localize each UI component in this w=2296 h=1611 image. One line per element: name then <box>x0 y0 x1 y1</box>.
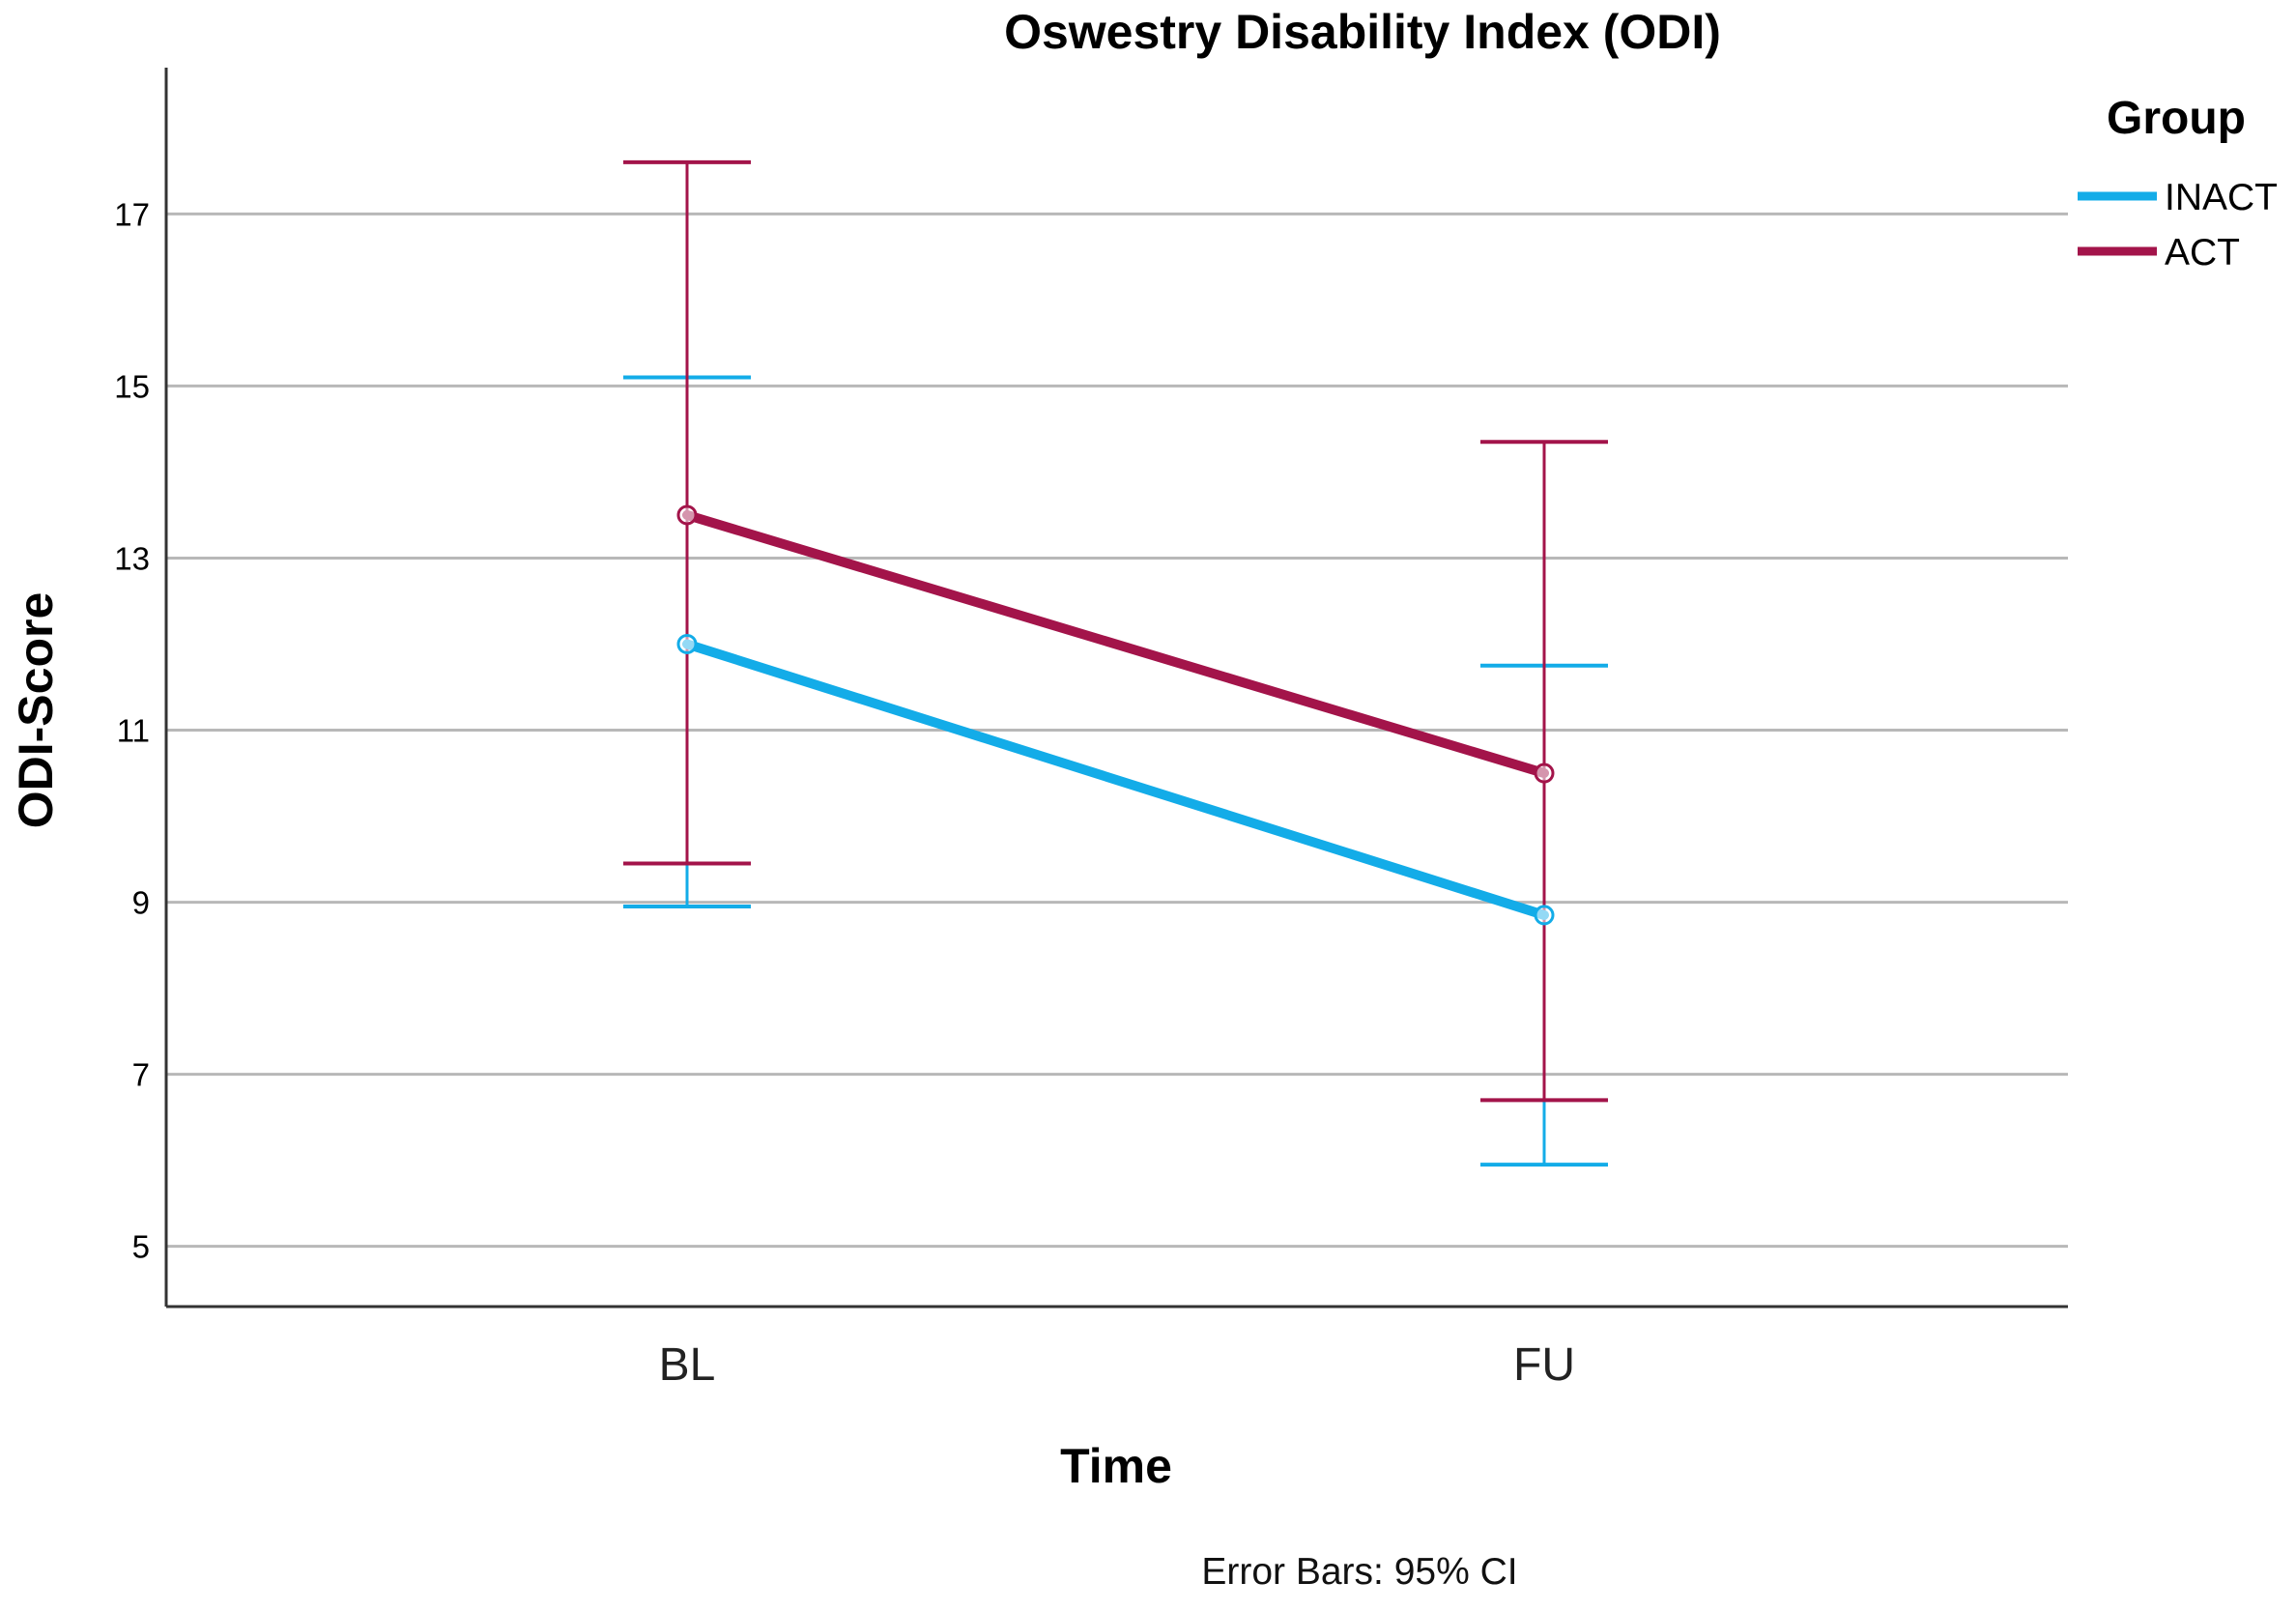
x-axis-title: Time <box>1060 1439 1172 1493</box>
series-line-inact <box>682 639 1549 920</box>
legend-title: Group <box>2107 93 2246 144</box>
y-tick-label-17: 17 <box>114 196 150 232</box>
error-bars-footnote: Error Bars: 95% CI <box>1201 1551 1517 1593</box>
legend-label-act: ACT <box>2165 232 2240 273</box>
y-tick-label-11: 11 <box>117 713 150 749</box>
series-lines <box>682 509 1549 920</box>
x-tick-label-bl: BL <box>659 1339 716 1391</box>
y-tick-label-13: 13 <box>114 540 150 576</box>
marker-act-bl <box>676 504 698 526</box>
legend: Group INACT ACT <box>2078 93 2278 273</box>
y-tick-label-5: 5 <box>132 1229 150 1265</box>
x-tick-labels: BL FU <box>659 1339 1575 1391</box>
y-tick-label-15: 15 <box>114 368 150 404</box>
y-tick-labels: 5 7 9 11 13 15 17 <box>114 196 150 1264</box>
x-tick-label-fu: FU <box>1513 1339 1575 1391</box>
marker-inact-bl <box>676 633 698 654</box>
y-tick-label-9: 9 <box>132 885 150 921</box>
legend-label-inact: INACT <box>2165 177 2278 218</box>
marker-inact-fu <box>1534 905 1555 926</box>
y-tick-label-7: 7 <box>132 1057 150 1093</box>
y-axis-title: ODI-Score <box>9 592 63 829</box>
series-line-act <box>682 509 1549 779</box>
marker-act-fu <box>1534 762 1555 784</box>
chart-title: Oswestry Disability Index (ODI) <box>1004 5 1721 59</box>
series-markers <box>676 504 1555 926</box>
gridlines <box>166 212 2068 1249</box>
